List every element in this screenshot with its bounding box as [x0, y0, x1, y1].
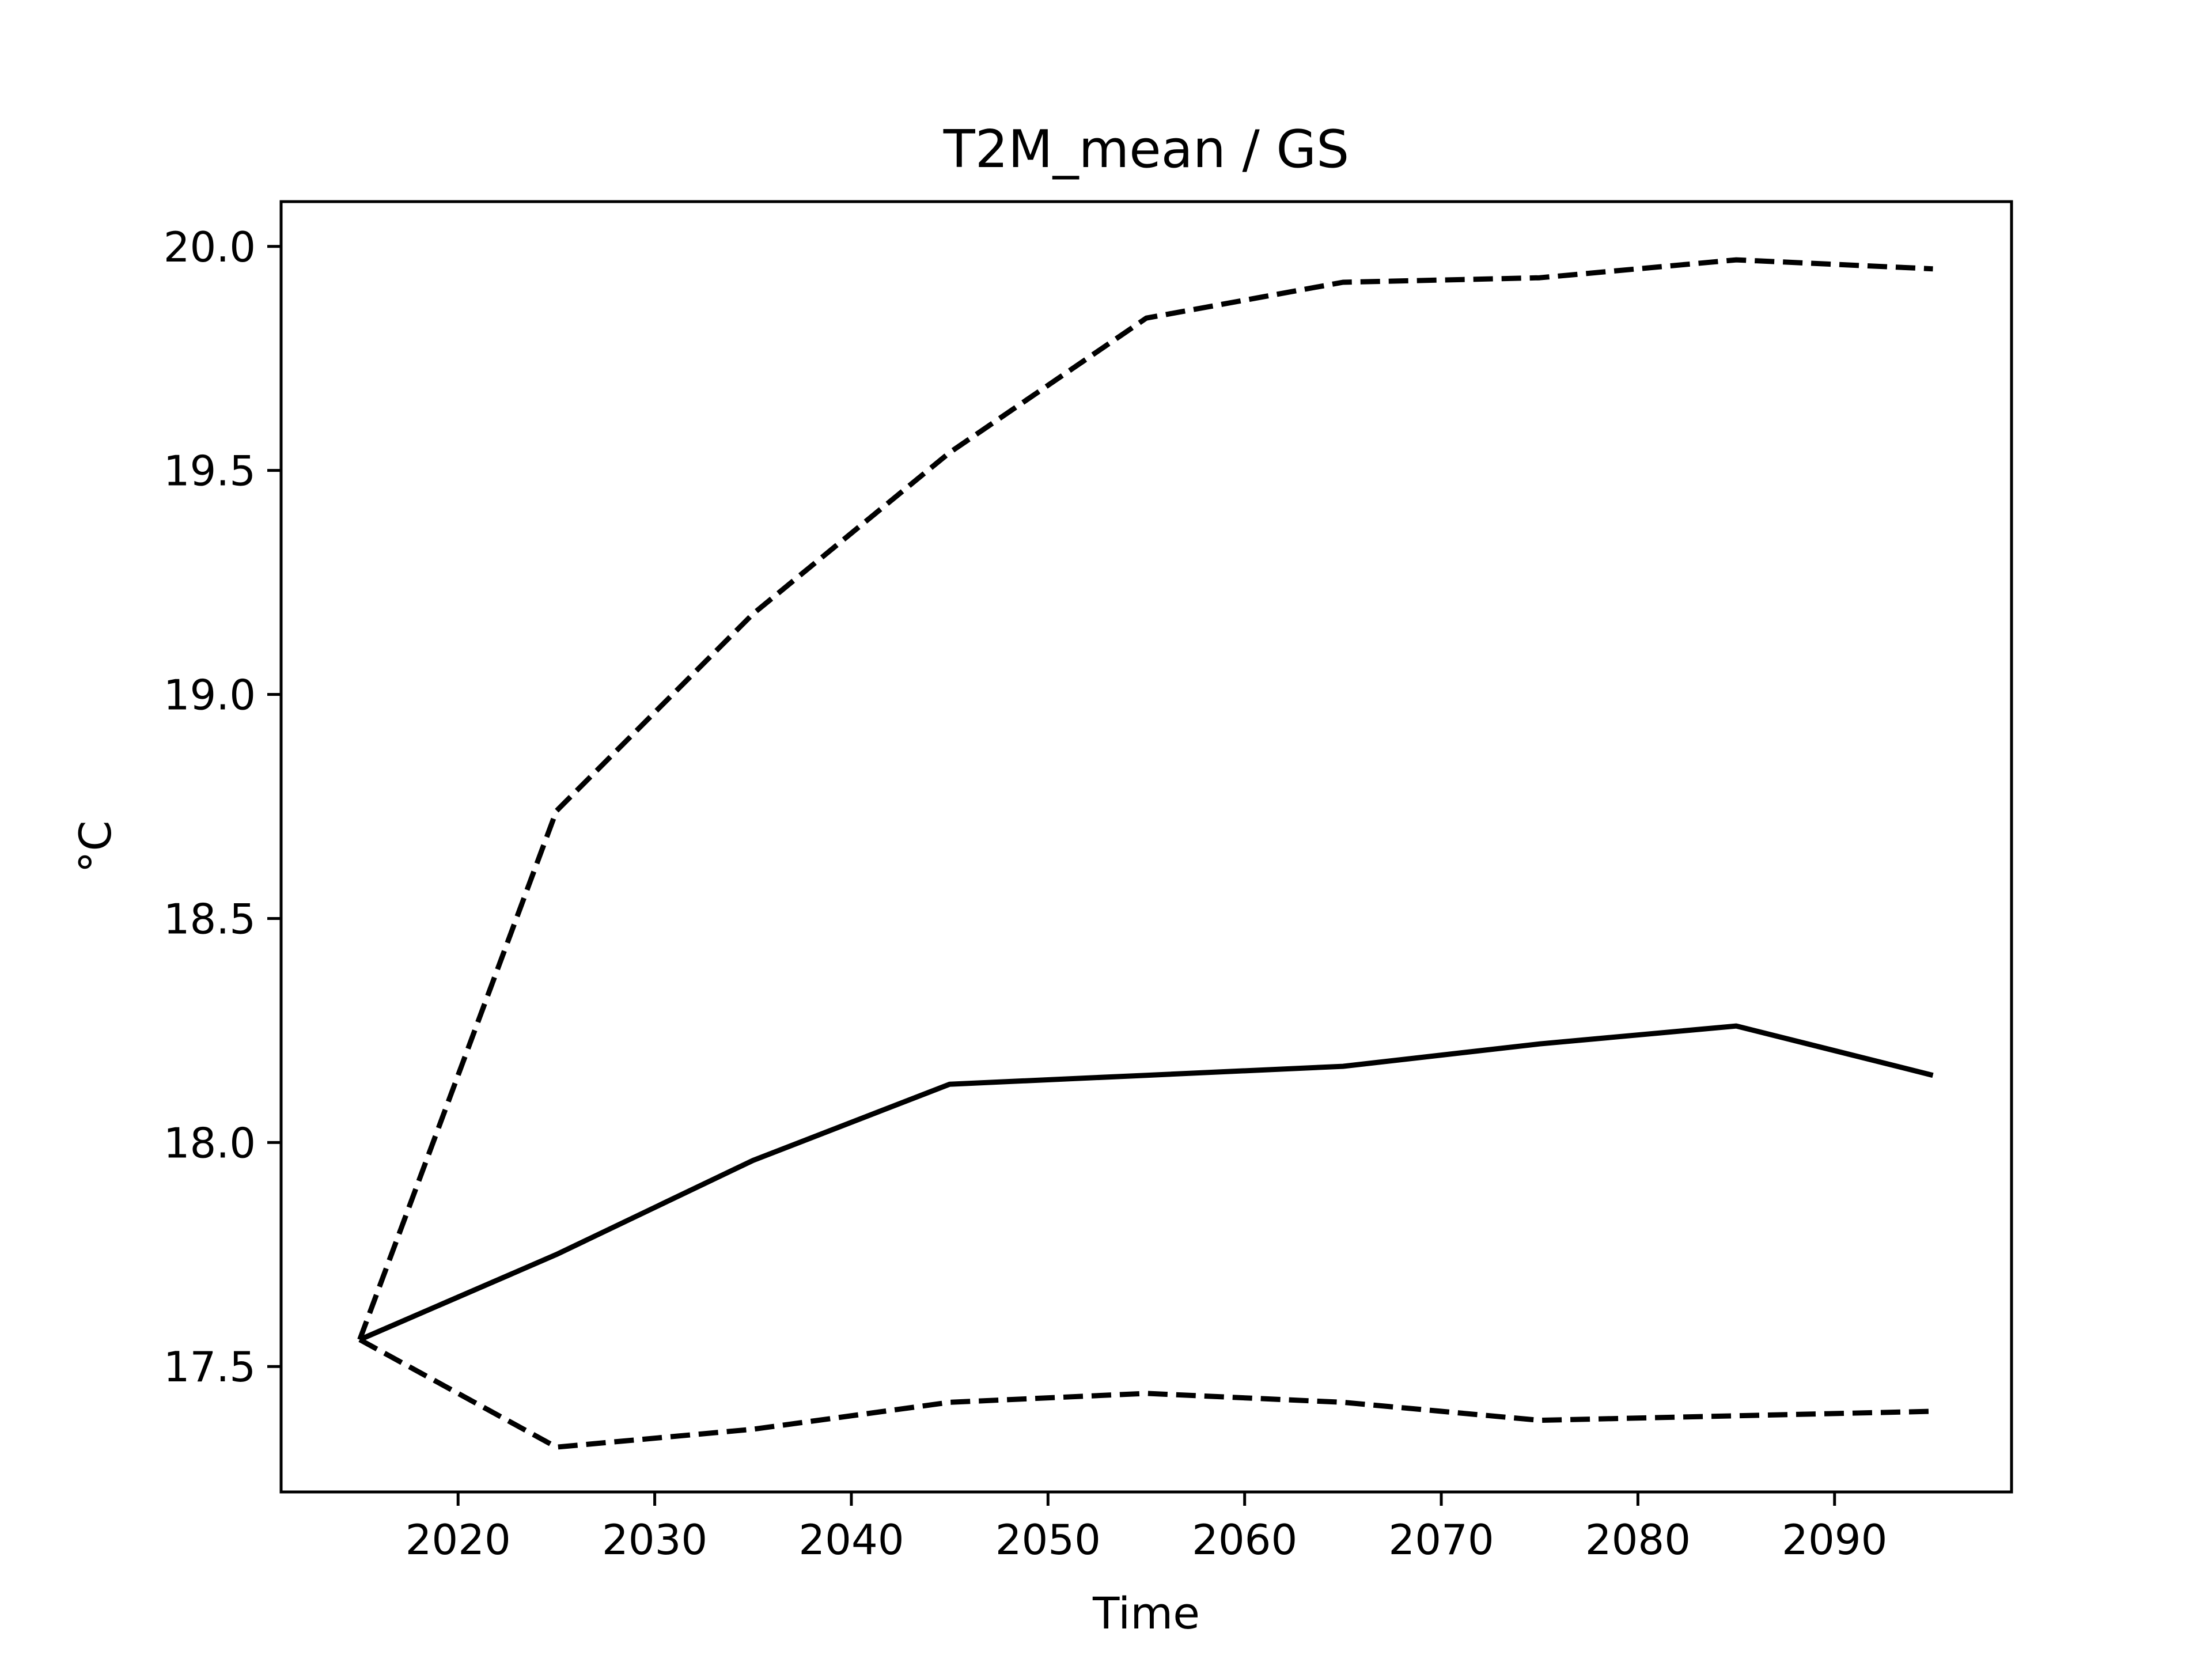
- plot-area-frame: [279, 200, 2013, 1494]
- y-tick-label: 20.0: [164, 223, 256, 271]
- y-axis-ticks: 17.5 18.0 18.5 19.0 19.5 20.0: [164, 223, 281, 1391]
- chart-title: T2M_mean / GS: [943, 119, 1350, 180]
- lower-dashed-series-line: [358, 1337, 1933, 1450]
- x-tick-label: 2040: [798, 1516, 904, 1564]
- y-tick-label: 18.0: [164, 1119, 256, 1167]
- y-tick-label: 19.5: [164, 447, 256, 495]
- y-tick-label: 18.5: [164, 895, 256, 943]
- x-axis-ticks: 2020 2030 2040 2050 2060 2070 2080 2090: [406, 1492, 1887, 1564]
- y-tick-label: 17.5: [164, 1343, 256, 1391]
- mean-solid-series-line: [358, 1023, 1934, 1342]
- x-tick-label: 2090: [1782, 1516, 1887, 1564]
- upper-dashed-series-line: [357, 257, 1933, 1341]
- series-layer: [357, 257, 1934, 1450]
- x-tick-label: 2050: [995, 1516, 1101, 1564]
- y-axis-label: °C: [70, 820, 121, 873]
- x-tick-label: 2070: [1388, 1516, 1494, 1564]
- y-tick-label: 19.0: [164, 671, 256, 719]
- x-tick-label: 2060: [1192, 1516, 1297, 1564]
- x-tick-label: 2020: [406, 1516, 511, 1564]
- x-axis-label: Time: [1092, 1588, 1200, 1639]
- x-tick-label: 2030: [602, 1516, 707, 1564]
- x-tick-label: 2080: [1585, 1516, 1691, 1564]
